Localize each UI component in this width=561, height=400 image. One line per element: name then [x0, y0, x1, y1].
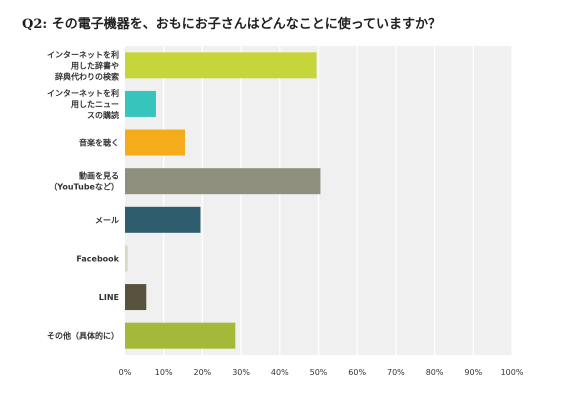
- x-tick-label: 80%: [426, 368, 444, 377]
- bar: [125, 52, 317, 79]
- category-label: その他（具体的に）: [47, 331, 119, 341]
- bar: [125, 206, 201, 233]
- x-tick-label: 10%: [155, 368, 173, 377]
- bar: [125, 322, 236, 349]
- bar: [125, 245, 128, 272]
- x-tick-label: 20%: [194, 368, 212, 377]
- x-tick-label: 90%: [464, 368, 482, 377]
- bar: [125, 168, 321, 195]
- x-tick-label: 70%: [387, 368, 405, 377]
- x-tick-label: 100%: [501, 368, 524, 377]
- question-text: : その電子機器を、おもにお子さんはどんなことに使っていますか？: [42, 17, 442, 32]
- category-label: 動画を見る（YouTubeなど）: [49, 171, 119, 192]
- bar: [125, 129, 185, 156]
- x-tick-label: 40%: [271, 368, 289, 377]
- category-label: Facebook: [76, 254, 119, 263]
- bar: [125, 284, 147, 311]
- chart-title: Q2: その電子機器を、おもにお子さんはどんなことに使っていますか？: [22, 13, 441, 32]
- category-label: インターネットを利用したニュースの購読: [47, 88, 119, 120]
- question-number: Q2: [22, 17, 43, 32]
- x-tick-label: 0%: [119, 368, 132, 377]
- x-tick-label: 50%: [310, 368, 328, 377]
- category-label: LINE: [99, 293, 119, 302]
- category-label: インターネットを利用した辞書や辞典代わりの検索: [47, 49, 119, 81]
- category-label: 音楽を聴く: [79, 138, 119, 148]
- x-tick-label: 30%: [232, 368, 250, 377]
- bar: [125, 90, 156, 117]
- category-label: メール: [95, 216, 119, 225]
- x-tick-label: 60%: [348, 368, 366, 377]
